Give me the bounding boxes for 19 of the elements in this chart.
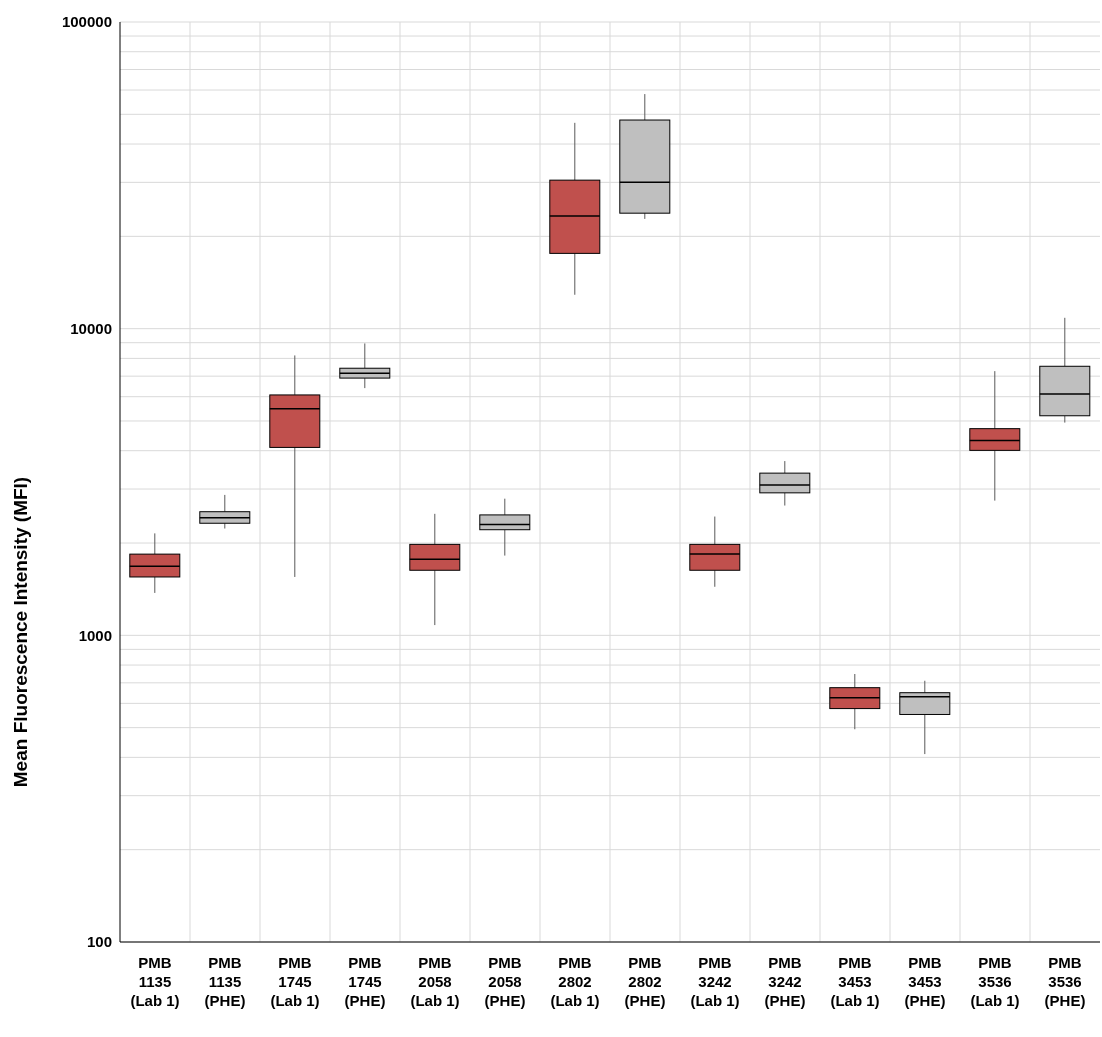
x-tick-label: PMB 3536 (PHE) [1044,954,1086,1009]
x-tick-label: PMB 2058 (PHE) [484,954,526,1009]
y-tick-label: 1000 [78,626,112,644]
x-tick-label: PMB 3453 (PHE) [904,954,946,1009]
x-tick-label: PMB 1135 (PHE) [204,954,246,1009]
x-tick-label: PMB 2058 (Lab 1) [410,954,460,1009]
x-tick-label: PMB 1745 (Lab 1) [270,954,320,1009]
x-tick-label: PMB 3453 (Lab 1) [830,954,880,1009]
x-tick-label: PMB 2802 (Lab 1) [550,954,600,1009]
x-tick-label: PMB 3242 (Lab 1) [690,954,740,1009]
y-tick-label: 10000 [70,319,112,337]
y-tick-label: 100000 [61,13,112,31]
x-tick-label: PMB 1135 (Lab 1) [130,954,180,1009]
y-axis-title: Mean Fluorescence Intensity (MFI) [9,476,31,788]
x-tick-label: PMB 3242 (PHE) [764,954,806,1009]
x-tick-label: PMB 3536 (Lab 1) [970,954,1020,1009]
x-tick-label: PMB 1745 (PHE) [344,954,386,1009]
x-tick-label: PMB 2802 (PHE) [624,954,666,1009]
y-tick-label: 100 [86,933,112,951]
